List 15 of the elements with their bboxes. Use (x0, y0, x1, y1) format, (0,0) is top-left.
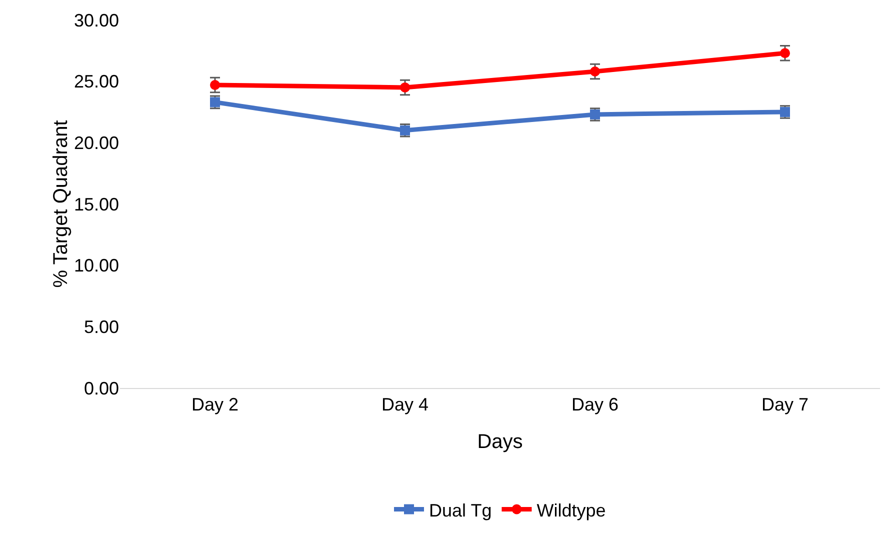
legend-label: Wildtype (536, 500, 606, 520)
y-tick-label: 15.00 (74, 194, 119, 214)
y-tick-label: 10.00 (74, 256, 119, 276)
legend-label: Dual Tg (429, 500, 492, 520)
x-tick-label: Day 7 (761, 394, 809, 415)
y-axis-title: % Target Quadrant (50, 120, 72, 288)
y-tick-label: 30.00 (74, 10, 119, 30)
y-tick-label: 5.00 (84, 316, 119, 337)
y-tick-label: 25.00 (74, 72, 119, 92)
x-tick-label: Day 6 (571, 394, 619, 415)
x-tick-label: Day 4 (381, 394, 429, 415)
y-tick-label: 0.00 (84, 378, 119, 398)
x-axis-title: Days (477, 431, 523, 454)
y-tick-label: 20.00 (74, 132, 119, 153)
x-tick-label: Day 2 (191, 394, 239, 415)
